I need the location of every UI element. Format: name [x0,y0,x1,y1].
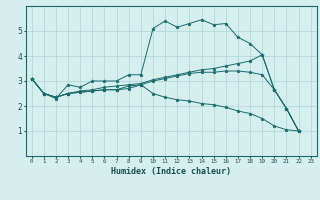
X-axis label: Humidex (Indice chaleur): Humidex (Indice chaleur) [111,167,231,176]
